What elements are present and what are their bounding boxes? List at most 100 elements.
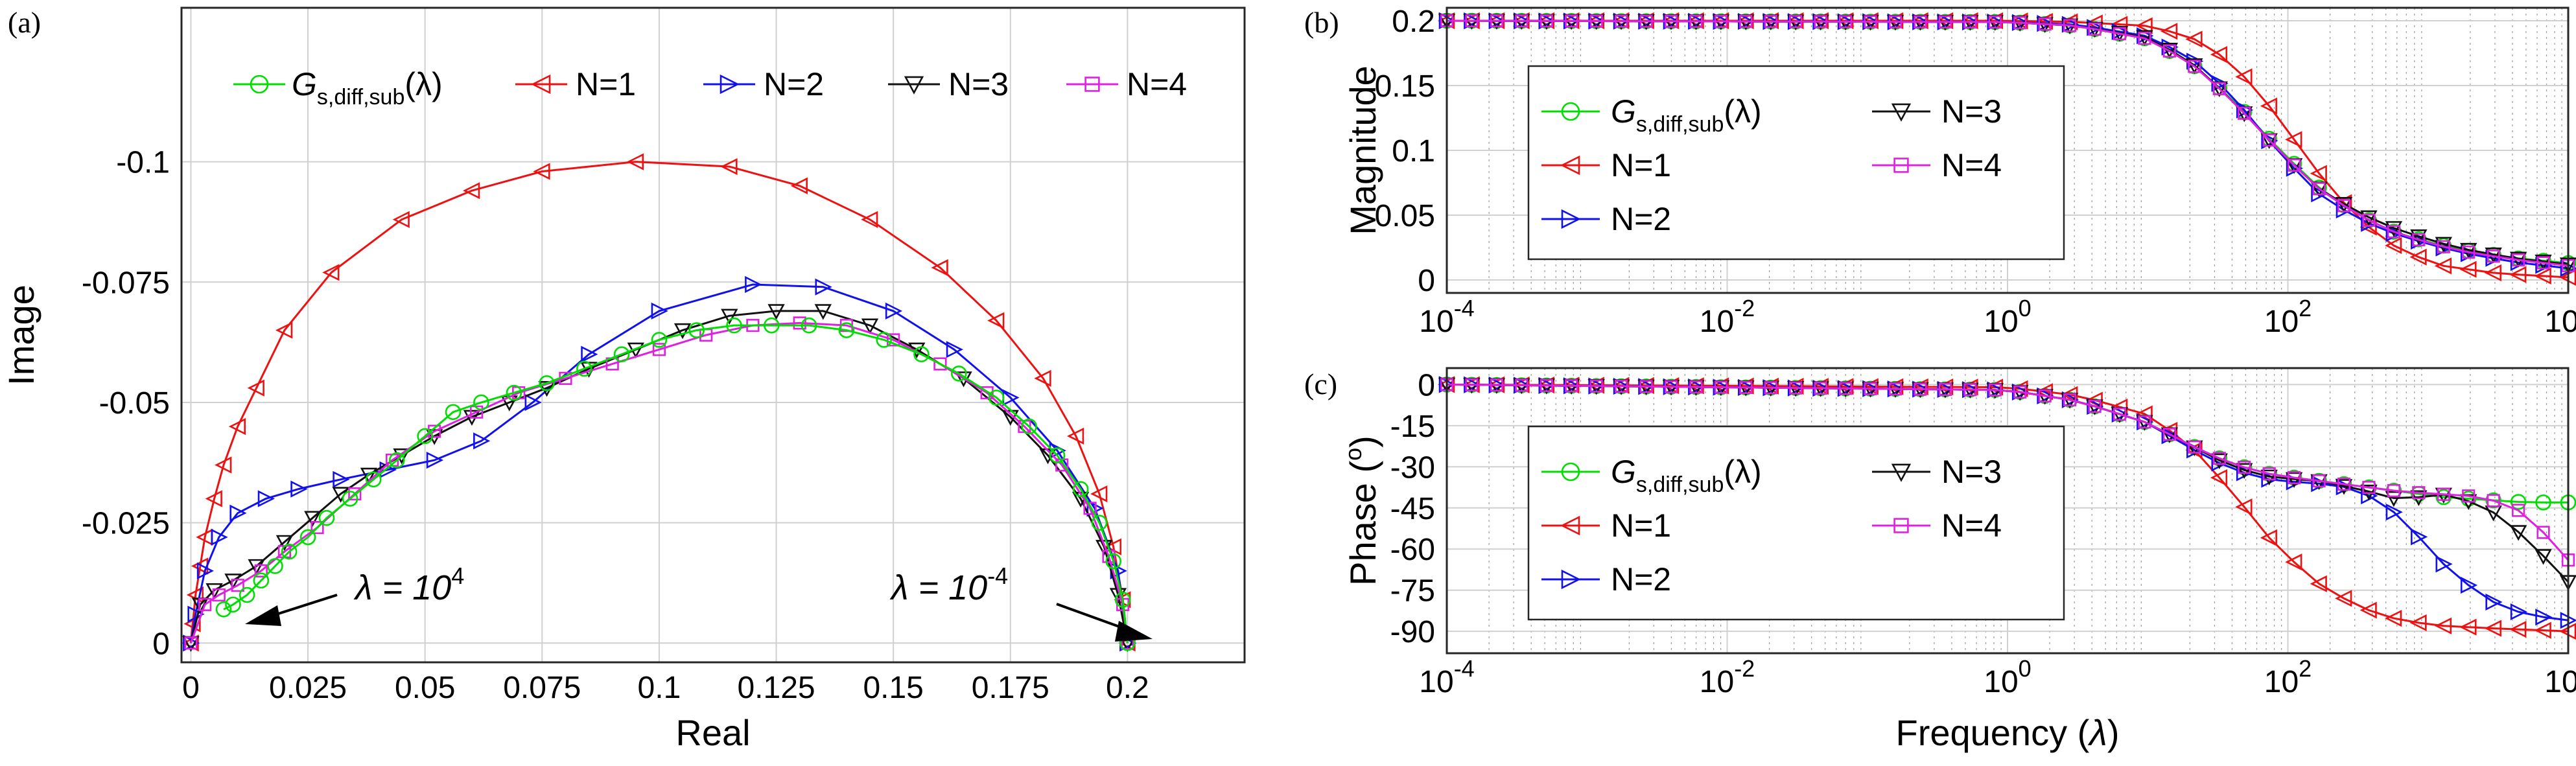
point-c-N4-34 (2288, 470, 2301, 485)
point-a-N4-14 (652, 343, 666, 356)
point-c-N3-34 (2285, 472, 2303, 489)
legend-c-marker-N4 (1893, 518, 1909, 533)
point-a-G-16 (576, 360, 592, 377)
panel-a-series (181, 153, 1137, 653)
point-c-N1-9 (1662, 377, 1680, 395)
point-c-N4-22 (1988, 383, 2002, 397)
point-c-N4-44 (2536, 526, 2550, 539)
point-b-N1-29 (2160, 23, 2178, 40)
xtick-b-0: 10-4 (1419, 295, 1474, 339)
point-a-N3-16 (673, 323, 692, 340)
point-a-N2-1 (187, 605, 205, 623)
point-a-G-18 (651, 332, 668, 348)
point-c-N1-31 (2210, 469, 2228, 487)
svg-text:Gs,diff,sub(λ): Gs,diff,sub(λ) (292, 66, 443, 110)
point-a-N1-8 (247, 379, 264, 397)
point-a-G-31 (1091, 515, 1108, 531)
point-b-N4-17 (1864, 15, 1877, 29)
point-a-N4-19 (887, 333, 900, 347)
point-b-N4-2 (1490, 14, 1503, 28)
point-c-N4-36 (2337, 478, 2351, 491)
point-c-N1-39 (2409, 614, 2427, 632)
point-c-N4-4 (1540, 378, 1553, 392)
point-a-N1-18 (931, 259, 948, 277)
point-b-N4-22 (1988, 15, 2002, 29)
point-c-N4-27 (2113, 407, 2127, 421)
point-c-N2-39 (2411, 528, 2428, 546)
ytick-a-2: -0.05 (99, 386, 170, 421)
point-a-G-22 (801, 317, 817, 334)
point-b-N4-44 (2536, 256, 2550, 270)
point-c-N4-7 (1615, 379, 1628, 393)
point-b-N1-19 (1911, 12, 1928, 30)
xtick-a-8: 0.2 (1106, 671, 1149, 705)
point-a-G-33 (1114, 592, 1131, 608)
point-a-G-15 (539, 375, 555, 391)
legend-c-marker-N2 (1561, 569, 1581, 590)
annotation-arrowhead-low (1115, 621, 1153, 642)
legend-c-marker-N1 (1560, 515, 1580, 536)
ytick-c-1: -15 (1390, 410, 1435, 444)
point-a-N1-20 (1034, 369, 1051, 387)
point-b-N4-40 (2437, 240, 2450, 253)
panel-c-legend-box (1527, 425, 2065, 621)
point-c-N2-41 (2460, 576, 2478, 594)
legend-b-item-G: Gs,diff,sub(λ) (1541, 93, 1762, 137)
point-a-N1-15 (720, 157, 738, 176)
point-a-N1-22 (1090, 485, 1108, 503)
legend-b-label-N3: N=3 (1941, 93, 2002, 130)
legend-a-item-N2: N=2 (703, 66, 824, 102)
annotation-arrow-high (272, 594, 338, 617)
point-c-G-44 (2535, 494, 2551, 511)
point-b-N4-14 (1789, 15, 1803, 29)
point-a-G-20 (726, 317, 742, 334)
point-c-N2-40 (2435, 555, 2453, 573)
point-a-G-21 (764, 317, 780, 334)
point-c-N4-28 (2138, 415, 2151, 429)
point-a-G-10 (389, 452, 405, 469)
legend-c-sub-G: s,diff,sub (1636, 472, 1724, 497)
panel-a-xlabel: Real (675, 712, 750, 753)
xtick-a-7: 0.175 (972, 671, 1049, 705)
legend-c-label-N2: N=2 (1611, 561, 1671, 598)
legend-a-label-N4: N=4 (1127, 66, 1187, 102)
point-a-N2-15 (815, 278, 832, 296)
point-b-N4-10 (1689, 14, 1703, 28)
legend-c-item-N2: N=2 (1541, 561, 1671, 598)
point-b-N3-36 (2335, 197, 2353, 213)
point-a-N4-7 (348, 487, 362, 501)
panel-c-ylabel-sup: o (1340, 448, 1366, 461)
panel-b-legend: Gs,diff,sub(λ) N=1 N=2 N=3 N=4 (1527, 65, 2065, 261)
legend-c-tail-G: (λ) (1724, 454, 1761, 490)
legend-a-item-N3: N=3 (888, 66, 1009, 102)
legend-marker-shape (1560, 155, 1580, 176)
point-a-N3-2 (205, 583, 223, 599)
point-b-N4-20 (1938, 15, 1952, 29)
point-a-G-28 (1021, 418, 1037, 435)
xtick-a-4: 0.1 (638, 671, 681, 705)
point-a-N2-4 (229, 504, 247, 522)
ytick-a-3: -0.075 (82, 266, 170, 300)
point-c-N1-28 (2135, 405, 2153, 423)
point-c-N4-40 (2437, 487, 2450, 501)
point-a-G-27 (988, 389, 1005, 406)
panel-c-phase: (c) 10-4 10-2 100 102 104 0 -15 -30 -45 -60 -75 -90… (1304, 367, 2576, 753)
point-c-N4-38 (2387, 484, 2400, 498)
legend-b-marker-N2 (1561, 209, 1581, 229)
legend-b-tail-G: (λ) (1724, 93, 1761, 130)
point-c-N4-35 (2312, 474, 2326, 488)
point-b-N4-37 (2362, 213, 2376, 227)
point-b-N1-39 (2409, 248, 2427, 266)
legend-c-item-N1: N=1 (1541, 507, 1671, 544)
legend-c-item-N3: N=3 (1872, 454, 2002, 490)
point-c-N4-21 (1963, 383, 1977, 397)
legend-a-label-N1: N=1 (576, 66, 636, 102)
point-a-G-26 (950, 366, 967, 382)
point-b-N4-21 (1963, 15, 1977, 29)
point-a-N4-17 (793, 316, 806, 330)
annotation-lambda-low: λ = 10-4 (889, 563, 1153, 642)
point-c-N1-41 (2459, 618, 2477, 636)
point-b-N4-6 (1589, 14, 1603, 28)
panel-c-ylabel: Phase ( (1342, 461, 1383, 586)
